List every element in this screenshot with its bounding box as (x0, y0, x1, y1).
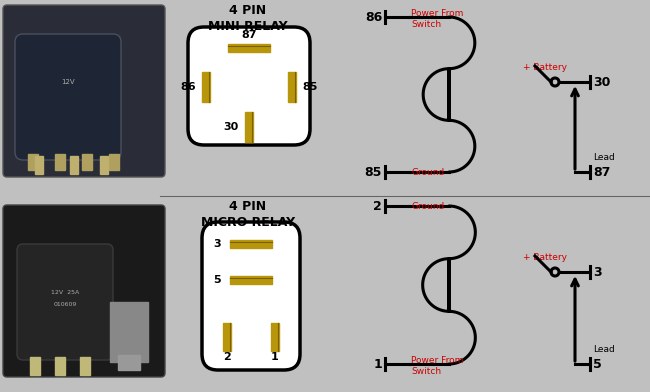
Bar (55, 357, 65, 375)
Text: Ground: Ground (411, 167, 444, 176)
Text: 12V  25A: 12V 25A (51, 290, 79, 294)
Bar (100, 156, 108, 174)
Text: 30: 30 (593, 76, 610, 89)
Text: 1: 1 (271, 352, 279, 362)
Text: 5: 5 (593, 358, 602, 370)
Bar (55, 154, 65, 170)
FancyBboxPatch shape (188, 27, 310, 145)
Bar (110, 302, 148, 362)
Bar (118, 355, 140, 370)
Bar (271, 323, 279, 351)
Text: Power From
Switch: Power From Switch (411, 356, 463, 376)
FancyBboxPatch shape (15, 34, 121, 160)
Bar (82, 154, 92, 170)
FancyBboxPatch shape (17, 244, 113, 360)
Text: Power From
Switch: Power From Switch (411, 9, 463, 29)
Text: Lead: Lead (593, 345, 615, 354)
Text: 2: 2 (373, 200, 382, 212)
Text: 85: 85 (365, 165, 382, 178)
Text: 4 PIN
MINI RELAY: 4 PIN MINI RELAY (208, 4, 288, 33)
Bar (228, 44, 270, 52)
Text: 86: 86 (181, 82, 196, 92)
FancyBboxPatch shape (3, 5, 165, 177)
Bar (223, 323, 231, 351)
Text: 86: 86 (365, 11, 382, 24)
FancyBboxPatch shape (202, 222, 300, 370)
Bar (30, 357, 40, 375)
Text: 12V: 12V (61, 79, 75, 85)
Text: 3: 3 (213, 239, 221, 249)
Text: 3: 3 (593, 265, 602, 278)
Bar (70, 156, 78, 174)
Text: 5: 5 (213, 275, 221, 285)
Text: + Battery: + Battery (523, 253, 567, 262)
Bar (230, 276, 272, 284)
Bar (28, 154, 38, 170)
Text: 30: 30 (224, 122, 239, 132)
Bar (109, 154, 119, 170)
Bar (80, 357, 90, 375)
Bar (230, 240, 272, 248)
Text: 87: 87 (593, 165, 610, 178)
Text: 010609: 010609 (53, 301, 77, 307)
Text: 1: 1 (373, 358, 382, 370)
Bar (288, 72, 296, 102)
FancyBboxPatch shape (3, 205, 165, 377)
Text: Lead: Lead (593, 153, 615, 162)
Text: 87: 87 (241, 30, 257, 40)
Text: Ground: Ground (411, 201, 444, 211)
Bar (245, 112, 253, 142)
Bar (35, 156, 43, 174)
Text: 2: 2 (223, 352, 231, 362)
Text: 4 PIN
MICRO RELAY: 4 PIN MICRO RELAY (201, 200, 295, 229)
Text: 85: 85 (302, 82, 317, 92)
Text: + Battery: + Battery (523, 63, 567, 72)
Bar (202, 72, 210, 102)
